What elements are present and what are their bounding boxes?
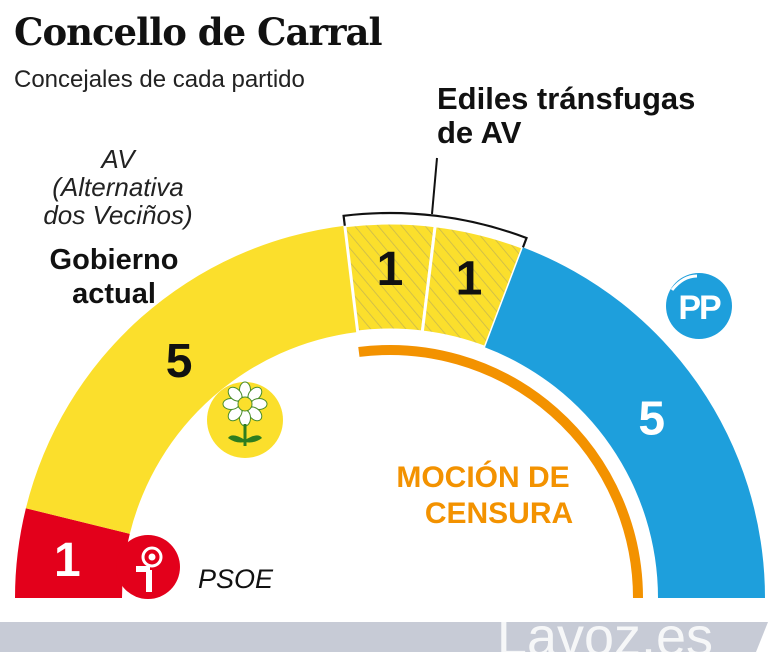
seat-count-label: 5 (166, 335, 193, 388)
seat-count-label: 1 (377, 243, 404, 296)
psoe-label: PSOE (198, 564, 274, 594)
transfugas-bracket-stem (431, 157, 438, 215)
av-label: AV (99, 144, 137, 174)
gobierno-label: Gobierno (50, 244, 179, 276)
psoe-logo-icon (116, 535, 180, 599)
av-label: dos Veciños) (43, 200, 192, 230)
seat-count-label: 1 (54, 534, 81, 587)
transfugas-label: de AV (437, 115, 522, 150)
mocion-censura-label: MOCIÓN DE (396, 460, 569, 494)
transfugas-label: Ediles tránsfugas (437, 81, 695, 116)
seat-count-label: 1 (456, 253, 483, 306)
seat-segment-psoe-0 (15, 508, 130, 598)
page-subtitle: Concejales de cada partido (14, 66, 305, 93)
watermark: Lavoz.es (497, 607, 713, 667)
seat-segment-av-1 (25, 225, 358, 534)
page-title: Concello de Carral (14, 10, 383, 54)
mocion-censura-arc (358, 345, 643, 599)
footer-bar (0, 622, 768, 652)
av-logo-icon (207, 381, 283, 458)
mocion-censura-label: CENSURA (425, 497, 573, 530)
gobierno-label: actual (72, 278, 156, 310)
av-label: (Alternativa (52, 172, 184, 202)
svg-text:PP: PP (678, 289, 721, 327)
transfugas-bracket (342, 211, 528, 248)
pp-logo-icon: PP (666, 273, 732, 339)
seat-count-label: 5 (638, 392, 665, 445)
seat-segment-pp-4 (485, 247, 765, 599)
